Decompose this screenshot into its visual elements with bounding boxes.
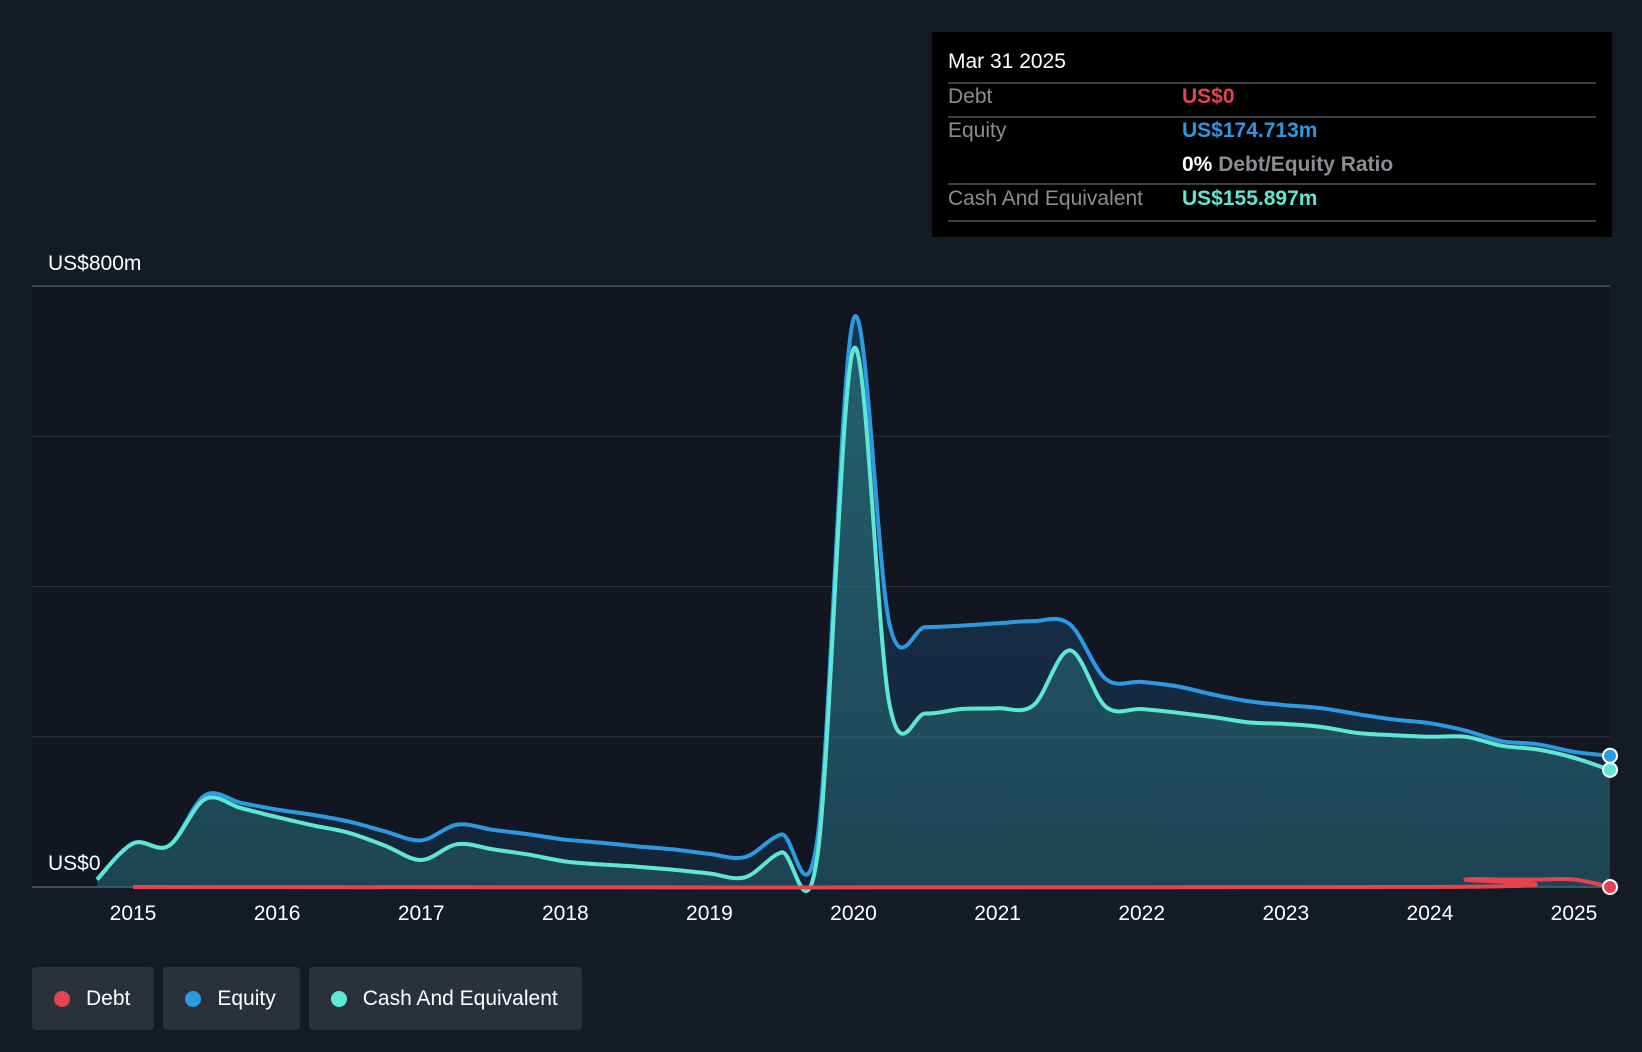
- y-axis-bottom-label: US$0: [48, 852, 101, 875]
- y-axis-top-label: US$800m: [48, 252, 141, 275]
- x-tick-label: 2024: [1407, 902, 1454, 925]
- tooltip-cash-value: US$155.897m: [1182, 187, 1318, 210]
- legend-equity-label: Equity: [217, 986, 276, 1010]
- x-tick-label: 2023: [1262, 902, 1309, 925]
- debt-dot-icon: [54, 990, 70, 1007]
- cash-area: [97, 347, 1610, 892]
- x-tick-label: 2020: [830, 902, 877, 925]
- tooltip-ratio-label: Debt/Equity Ratio: [1218, 153, 1394, 176]
- x-tick-label: 2019: [686, 902, 733, 925]
- tooltip-date: Mar 31 2025: [948, 50, 1066, 73]
- x-tick-label: 2025: [1551, 902, 1598, 925]
- legend-cash-label: Cash And Equivalent: [362, 986, 558, 1010]
- tooltip-equity-label: Equity: [948, 119, 1007, 142]
- tooltip-debt-label: Debt: [948, 85, 993, 108]
- tooltip-debt-value: US$0: [1182, 85, 1235, 108]
- legend-item-equity[interactable]: Equity: [163, 967, 300, 1030]
- x-tick-label: 2021: [974, 902, 1021, 925]
- tooltip-divider: [948, 183, 1596, 185]
- debt-series-line: [132, 876, 1611, 890]
- x-tick-label: 2018: [542, 902, 589, 925]
- equity-end-marker: [1602, 747, 1619, 764]
- x-tick-label: 2015: [110, 902, 157, 925]
- equity-dot-icon: [185, 990, 202, 1007]
- tooltip-cash-label: Cash And Equivalent: [948, 187, 1143, 210]
- legend-debt-label: Debt: [86, 986, 131, 1010]
- tooltip-divider: [948, 220, 1596, 222]
- tooltip-divider: [948, 82, 1596, 84]
- tooltip-divider: [948, 116, 1596, 118]
- tooltip-panel: Mar 31 2025 Debt US$0 Equity US$174.713m…: [932, 32, 1612, 237]
- x-tick-label: 2022: [1118, 902, 1165, 925]
- tooltip-ratio-value: 0%: [1182, 153, 1213, 176]
- legend-item-debt[interactable]: Debt: [32, 967, 155, 1030]
- cash-series-line: [95, 345, 1611, 893]
- legend-item-cash[interactable]: Cash And Equivalent: [308, 967, 582, 1030]
- debt-end-marker: [1602, 879, 1619, 895]
- equity-series-line: [95, 314, 1611, 881]
- tooltip-equity-value: US$174.713m: [1182, 119, 1318, 142]
- cash-dot-icon: [330, 990, 347, 1007]
- legend: Debt Equity Cash And Equivalent: [32, 967, 591, 1030]
- x-tick-label: 2017: [398, 902, 445, 925]
- cash-end-marker: [1602, 761, 1619, 778]
- x-tick-label: 2016: [254, 902, 301, 925]
- tooltip-ratio: 0% Debt/Equity Ratio: [1182, 153, 1393, 177]
